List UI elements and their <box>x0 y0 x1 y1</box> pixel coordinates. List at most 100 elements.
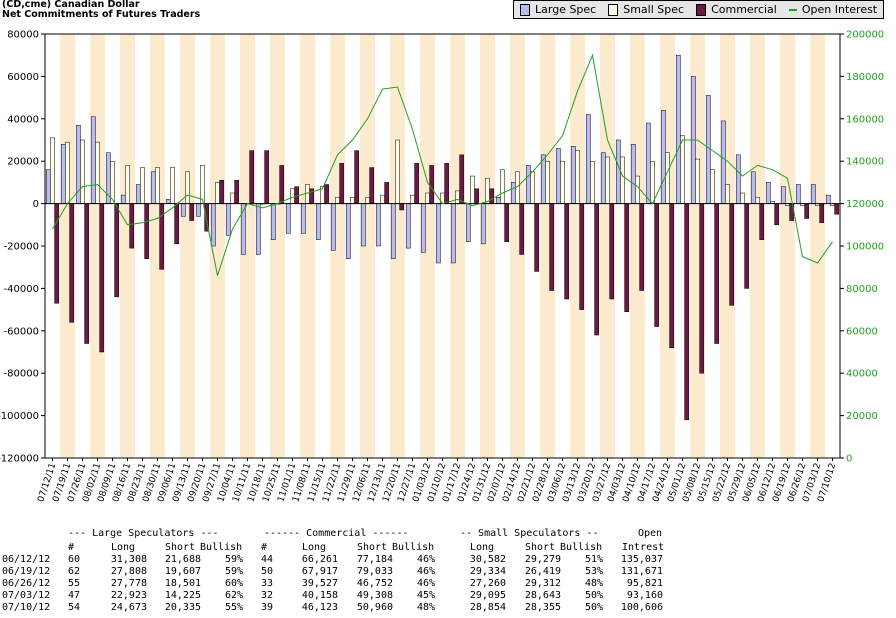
bar-large-spec <box>150 171 156 204</box>
table-cell: 48% <box>584 578 603 589</box>
table-cell: 50% <box>584 602 603 613</box>
bar-small-spec <box>620 156 625 204</box>
bar-large-spec <box>555 148 561 204</box>
bar-commercial <box>654 203 660 327</box>
table-cell: 55% <box>224 602 243 613</box>
bar-large-spec <box>360 203 366 247</box>
table-cell: 28,854 <box>469 602 506 613</box>
legend-label-commercial: Commercial <box>711 3 777 16</box>
table-cell: 48% <box>416 602 435 613</box>
bar-large-spec <box>405 203 411 249</box>
table-row: 06/26/12 55 27,778 18,501 60% 33 39,527 46,752 4… <box>0 578 896 590</box>
bar-commercial <box>444 163 450 204</box>
band <box>750 34 765 458</box>
y-left-tick-label: -80000 <box>4 369 39 380</box>
bar-commercial <box>114 203 120 298</box>
band <box>780 34 795 458</box>
y-left-tick-label: 40000 <box>7 114 39 125</box>
table-cell: 22,923 <box>110 590 147 601</box>
group-commercial: ------ Commercial ------ <box>264 528 409 539</box>
table-cell: 18,501 <box>164 578 201 589</box>
y-left-tick-label: -60000 <box>4 326 39 337</box>
table-cell: 19,607 <box>164 566 201 577</box>
group-large-speculators: --- Large Speculators --- <box>68 528 219 539</box>
bar-large-spec <box>120 194 126 204</box>
table-cell: 95,821 <box>626 578 663 589</box>
legend-item-open-interest: Open Interest <box>788 3 877 16</box>
bar-small-spec <box>80 139 85 204</box>
bar-commercial <box>69 203 75 323</box>
chart-title: (CD,cme) Canadian Dollar <box>2 0 140 10</box>
chart-header: (CD,cme) Canadian Dollar Net Commitments… <box>2 0 200 20</box>
y-right-tick-label: 180000 <box>846 72 884 83</box>
table-cell: 55 <box>68 578 81 589</box>
bar-small-spec <box>755 196 760 204</box>
table-row: 07/03/12 47 22,923 14,225 62% 32 40,158 49,308 4… <box>0 590 896 602</box>
bar-large-spec <box>60 143 66 204</box>
col-c-bullish: Bullish <box>392 542 435 553</box>
band <box>360 34 375 458</box>
bar-large-spec <box>750 171 756 204</box>
bar-large-spec <box>585 114 591 204</box>
band <box>480 34 495 458</box>
bar-large-spec <box>825 194 831 204</box>
table-row-date: 07/03/12 <box>2 590 51 601</box>
table-cell: 28,355 <box>524 602 561 613</box>
band <box>180 34 195 458</box>
legend-label-large-spec: Large Spec <box>535 3 597 16</box>
bar-large-spec <box>195 203 201 217</box>
table-row: 07/10/12 54 24,673 20,335 55% 39 46,123 50,960 4… <box>0 602 896 614</box>
bar-small-spec <box>125 165 130 204</box>
table-cell: 29,279 <box>524 554 561 565</box>
table-cell: 77,184 <box>356 554 393 565</box>
col-ls-bullish: Bullish <box>200 542 243 553</box>
bar-small-spec <box>500 169 505 204</box>
table-row-date: 06/26/12 <box>2 578 51 589</box>
table-group-header: --- Large Speculators --- ------ Commerc… <box>0 528 896 540</box>
bar-small-spec <box>605 156 610 204</box>
bar-commercial <box>384 182 390 204</box>
bar-commercial <box>804 203 810 219</box>
bar-large-spec <box>390 203 396 259</box>
bar-commercial <box>339 163 345 204</box>
bar-commercial <box>354 150 360 204</box>
table-cell: 46,123 <box>301 602 338 613</box>
bar-large-spec <box>645 122 651 204</box>
bar-small-spec <box>140 167 145 204</box>
y-right-tick-label: 20000 <box>846 411 878 422</box>
bar-large-spec <box>660 110 666 204</box>
bar-large-spec <box>345 203 351 259</box>
bar-commercial <box>369 167 375 204</box>
bar-large-spec <box>225 203 231 236</box>
band <box>600 34 615 458</box>
y-right-tick-label: 80000 <box>846 284 878 295</box>
bar-large-spec <box>495 196 501 204</box>
bar-commercial <box>264 150 270 204</box>
bar-small-spec <box>50 137 55 204</box>
chart-subtitle: Net Commitments of Futures Traders <box>2 9 201 20</box>
table-cell: 44 <box>261 554 274 565</box>
table-cell: 24,673 <box>110 602 147 613</box>
bar-small-spec <box>680 135 685 204</box>
bar-commercial <box>414 163 420 204</box>
bar-small-spec <box>485 177 490 204</box>
bar-commercial <box>819 203 825 223</box>
bar-commercial <box>624 203 630 312</box>
bar-commercial <box>279 165 285 204</box>
bar-small-spec <box>155 167 160 204</box>
table-row: 06/19/12 62 27,808 19,607 59% 50 67,917 79,033 4… <box>0 566 896 578</box>
legend-swatch-large-spec <box>520 3 530 16</box>
group-open: Open <box>638 528 663 539</box>
table-cell: 39,527 <box>301 578 338 589</box>
bar-small-spec <box>710 169 715 204</box>
band <box>630 34 645 458</box>
bar-small-spec <box>335 196 340 204</box>
legend-swatch-small-spec <box>608 3 619 16</box>
bar-commercial <box>564 203 570 300</box>
bar-commercial <box>504 203 510 243</box>
bar-commercial <box>579 203 585 310</box>
y-right-tick-label: 120000 <box>846 199 884 210</box>
table-cell: 29,334 <box>469 566 506 577</box>
bar-commercial <box>534 203 540 272</box>
bar-large-spec <box>780 186 786 204</box>
